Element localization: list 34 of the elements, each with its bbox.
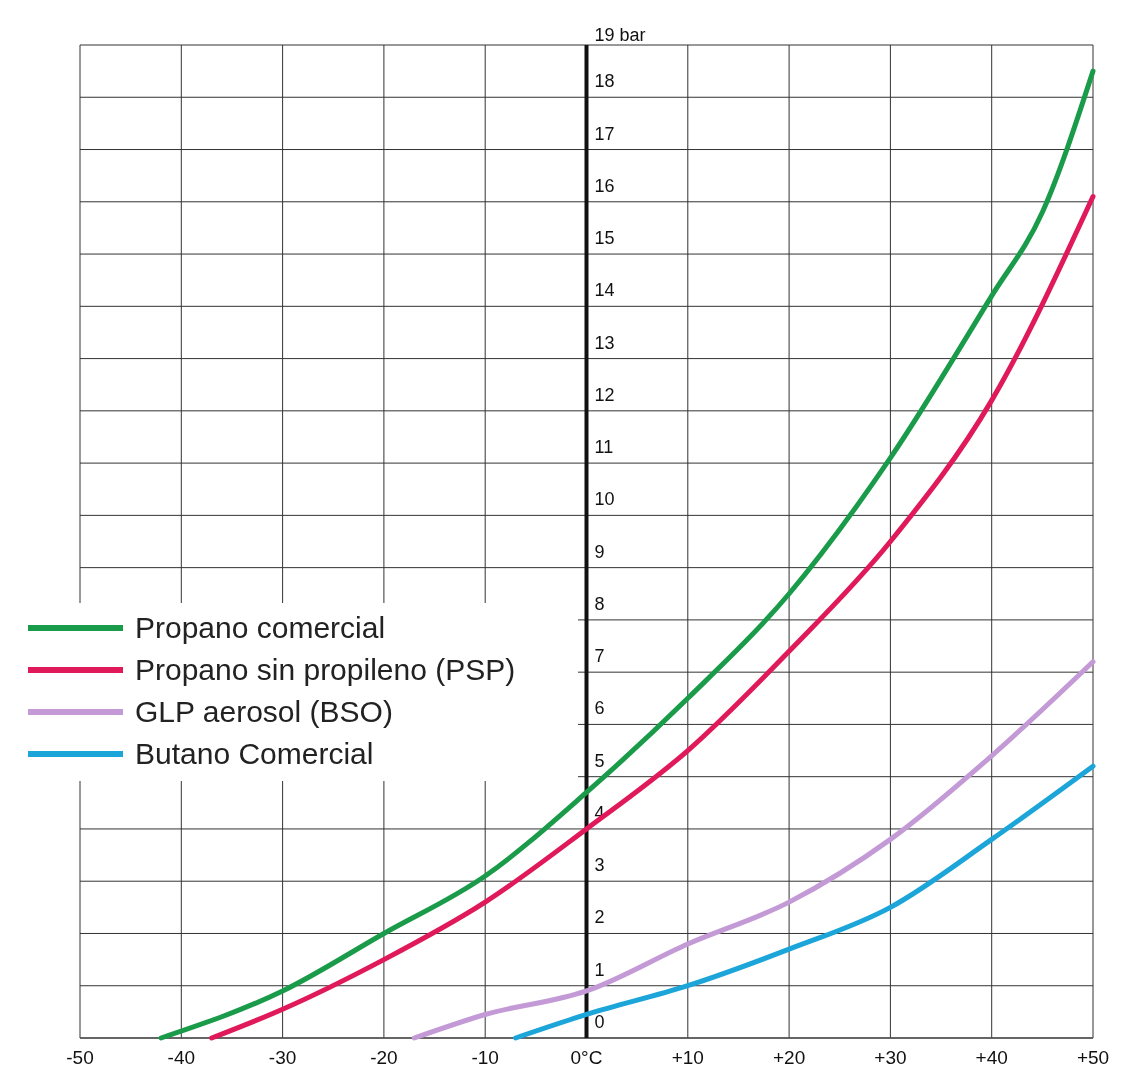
- y-tick-label: 15: [594, 228, 615, 249]
- y-tick-label: 11: [594, 437, 614, 458]
- legend-label: GLP aerosol (BSO): [135, 695, 393, 728]
- y-tick-label: 12: [594, 384, 615, 405]
- y-tick-label: 7: [594, 646, 605, 667]
- y-tick-label: 19 bar: [594, 25, 646, 45]
- x-tick-label: +30: [874, 1047, 907, 1068]
- y-tick-label: 8: [594, 593, 605, 614]
- y-tick-label: 9: [594, 541, 605, 562]
- x-tick-label: 0°C: [570, 1047, 603, 1068]
- y-tick-label: 0: [594, 1012, 605, 1032]
- y-tick-label: 10: [594, 489, 615, 510]
- x-tick-label: -10: [471, 1047, 499, 1068]
- x-tick-label: -30: [268, 1047, 297, 1068]
- y-tick-label: 5: [594, 750, 605, 771]
- y-tick-label: 13: [594, 332, 615, 353]
- y-tick-label: 3: [594, 855, 605, 876]
- x-tick-label: +50: [1076, 1047, 1110, 1068]
- legend-label: Propano sin propileno (PSP): [135, 653, 516, 686]
- y-tick-label: 17: [594, 123, 615, 144]
- y-tick-label: 14: [594, 280, 615, 301]
- x-tick-label: +10: [671, 1047, 704, 1068]
- y-tick-label: 1: [594, 959, 605, 980]
- x-tick-label: -50: [66, 1047, 94, 1068]
- x-tick-label: +20: [772, 1047, 806, 1068]
- legend-label: Propano comercial: [135, 611, 386, 644]
- y-tick-label: 16: [594, 175, 615, 196]
- y-tick-label: 18: [594, 71, 615, 92]
- y-tick-label: 6: [594, 698, 605, 719]
- legend-label: Butano Comercial: [135, 737, 374, 770]
- y-tick-label: 2: [594, 907, 605, 928]
- x-tick-label: +40: [975, 1047, 1008, 1068]
- x-tick-label: -20: [370, 1047, 398, 1068]
- x-tick-label: -40: [167, 1047, 196, 1068]
